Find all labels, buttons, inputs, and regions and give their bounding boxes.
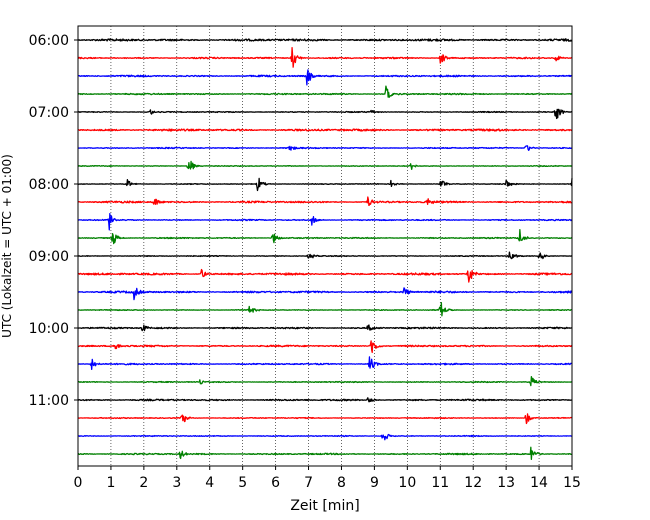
trace-0745 <box>77 160 573 170</box>
trace-0800 <box>77 177 573 192</box>
x-tick-label: 1 <box>106 475 115 491</box>
x-tick-label: 7 <box>304 475 313 491</box>
trace-1015 <box>77 340 573 354</box>
trace-1145 <box>77 446 573 460</box>
trace-0930 <box>77 287 573 301</box>
trace-0600 <box>77 38 573 42</box>
x-tick-label: 12 <box>464 475 482 491</box>
trace-1030 <box>77 356 573 371</box>
trace-0830 <box>77 213 573 231</box>
trace-1100 <box>77 397 573 403</box>
y-tick-label: 10:00 <box>29 321 69 337</box>
y-tick-label: 11:00 <box>29 393 69 409</box>
x-tick-label: 10 <box>398 475 416 491</box>
traces <box>77 38 573 460</box>
trace-0715 <box>77 128 573 132</box>
x-tick-label: 9 <box>370 475 379 491</box>
y-tick-label: 09:00 <box>29 249 69 265</box>
plot-frame <box>77 25 573 467</box>
x-tick-label: 15 <box>563 475 581 491</box>
trace-0845 <box>77 229 573 245</box>
y-tick-label: 07:00 <box>29 105 69 121</box>
trace-0945 <box>77 301 573 317</box>
trace-1045 <box>77 376 573 387</box>
trace-1115 <box>77 413 573 425</box>
x-tick-label: 0 <box>74 475 83 491</box>
trace-0900 <box>77 251 573 260</box>
x-tick-label: 13 <box>497 475 515 491</box>
x-tick-label: 3 <box>172 475 181 491</box>
trace-0815 <box>77 196 573 207</box>
trace-1130 <box>77 433 573 441</box>
x-tick-label: 2 <box>139 475 148 491</box>
x-axis-ticks: 0 1 2 3 4 5 6 7 8 9 10 11 12 13 14 15 <box>74 466 581 491</box>
trace-0730 <box>77 145 573 151</box>
x-axis-label: Zeit [min] <box>290 498 359 514</box>
x-tick-label: 6 <box>271 475 280 491</box>
y-tick-label: 08:00 <box>29 177 69 193</box>
x-tick-label: 14 <box>530 475 548 491</box>
x-tick-label: 4 <box>205 475 214 491</box>
y-axis-label: UTC (Lokalzeit = UTC + 01:00) <box>0 154 14 338</box>
trace-1000 <box>77 324 573 332</box>
x-tick-label: 11 <box>431 475 449 491</box>
x-tick-label: 8 <box>337 475 346 491</box>
trace-0615 <box>77 46 573 68</box>
trace-0630 <box>77 69 573 86</box>
trace-0645 <box>77 85 573 98</box>
y-axis-ticks: 06:00 07:00 08:00 09:00 10:00 11:00 <box>29 33 78 409</box>
trace-0915 <box>77 268 573 283</box>
x-tick-label: 5 <box>238 475 247 491</box>
y-tick-label: 06:00 <box>29 33 69 49</box>
trace-0700 <box>77 108 573 120</box>
grid-lines <box>110 26 540 466</box>
